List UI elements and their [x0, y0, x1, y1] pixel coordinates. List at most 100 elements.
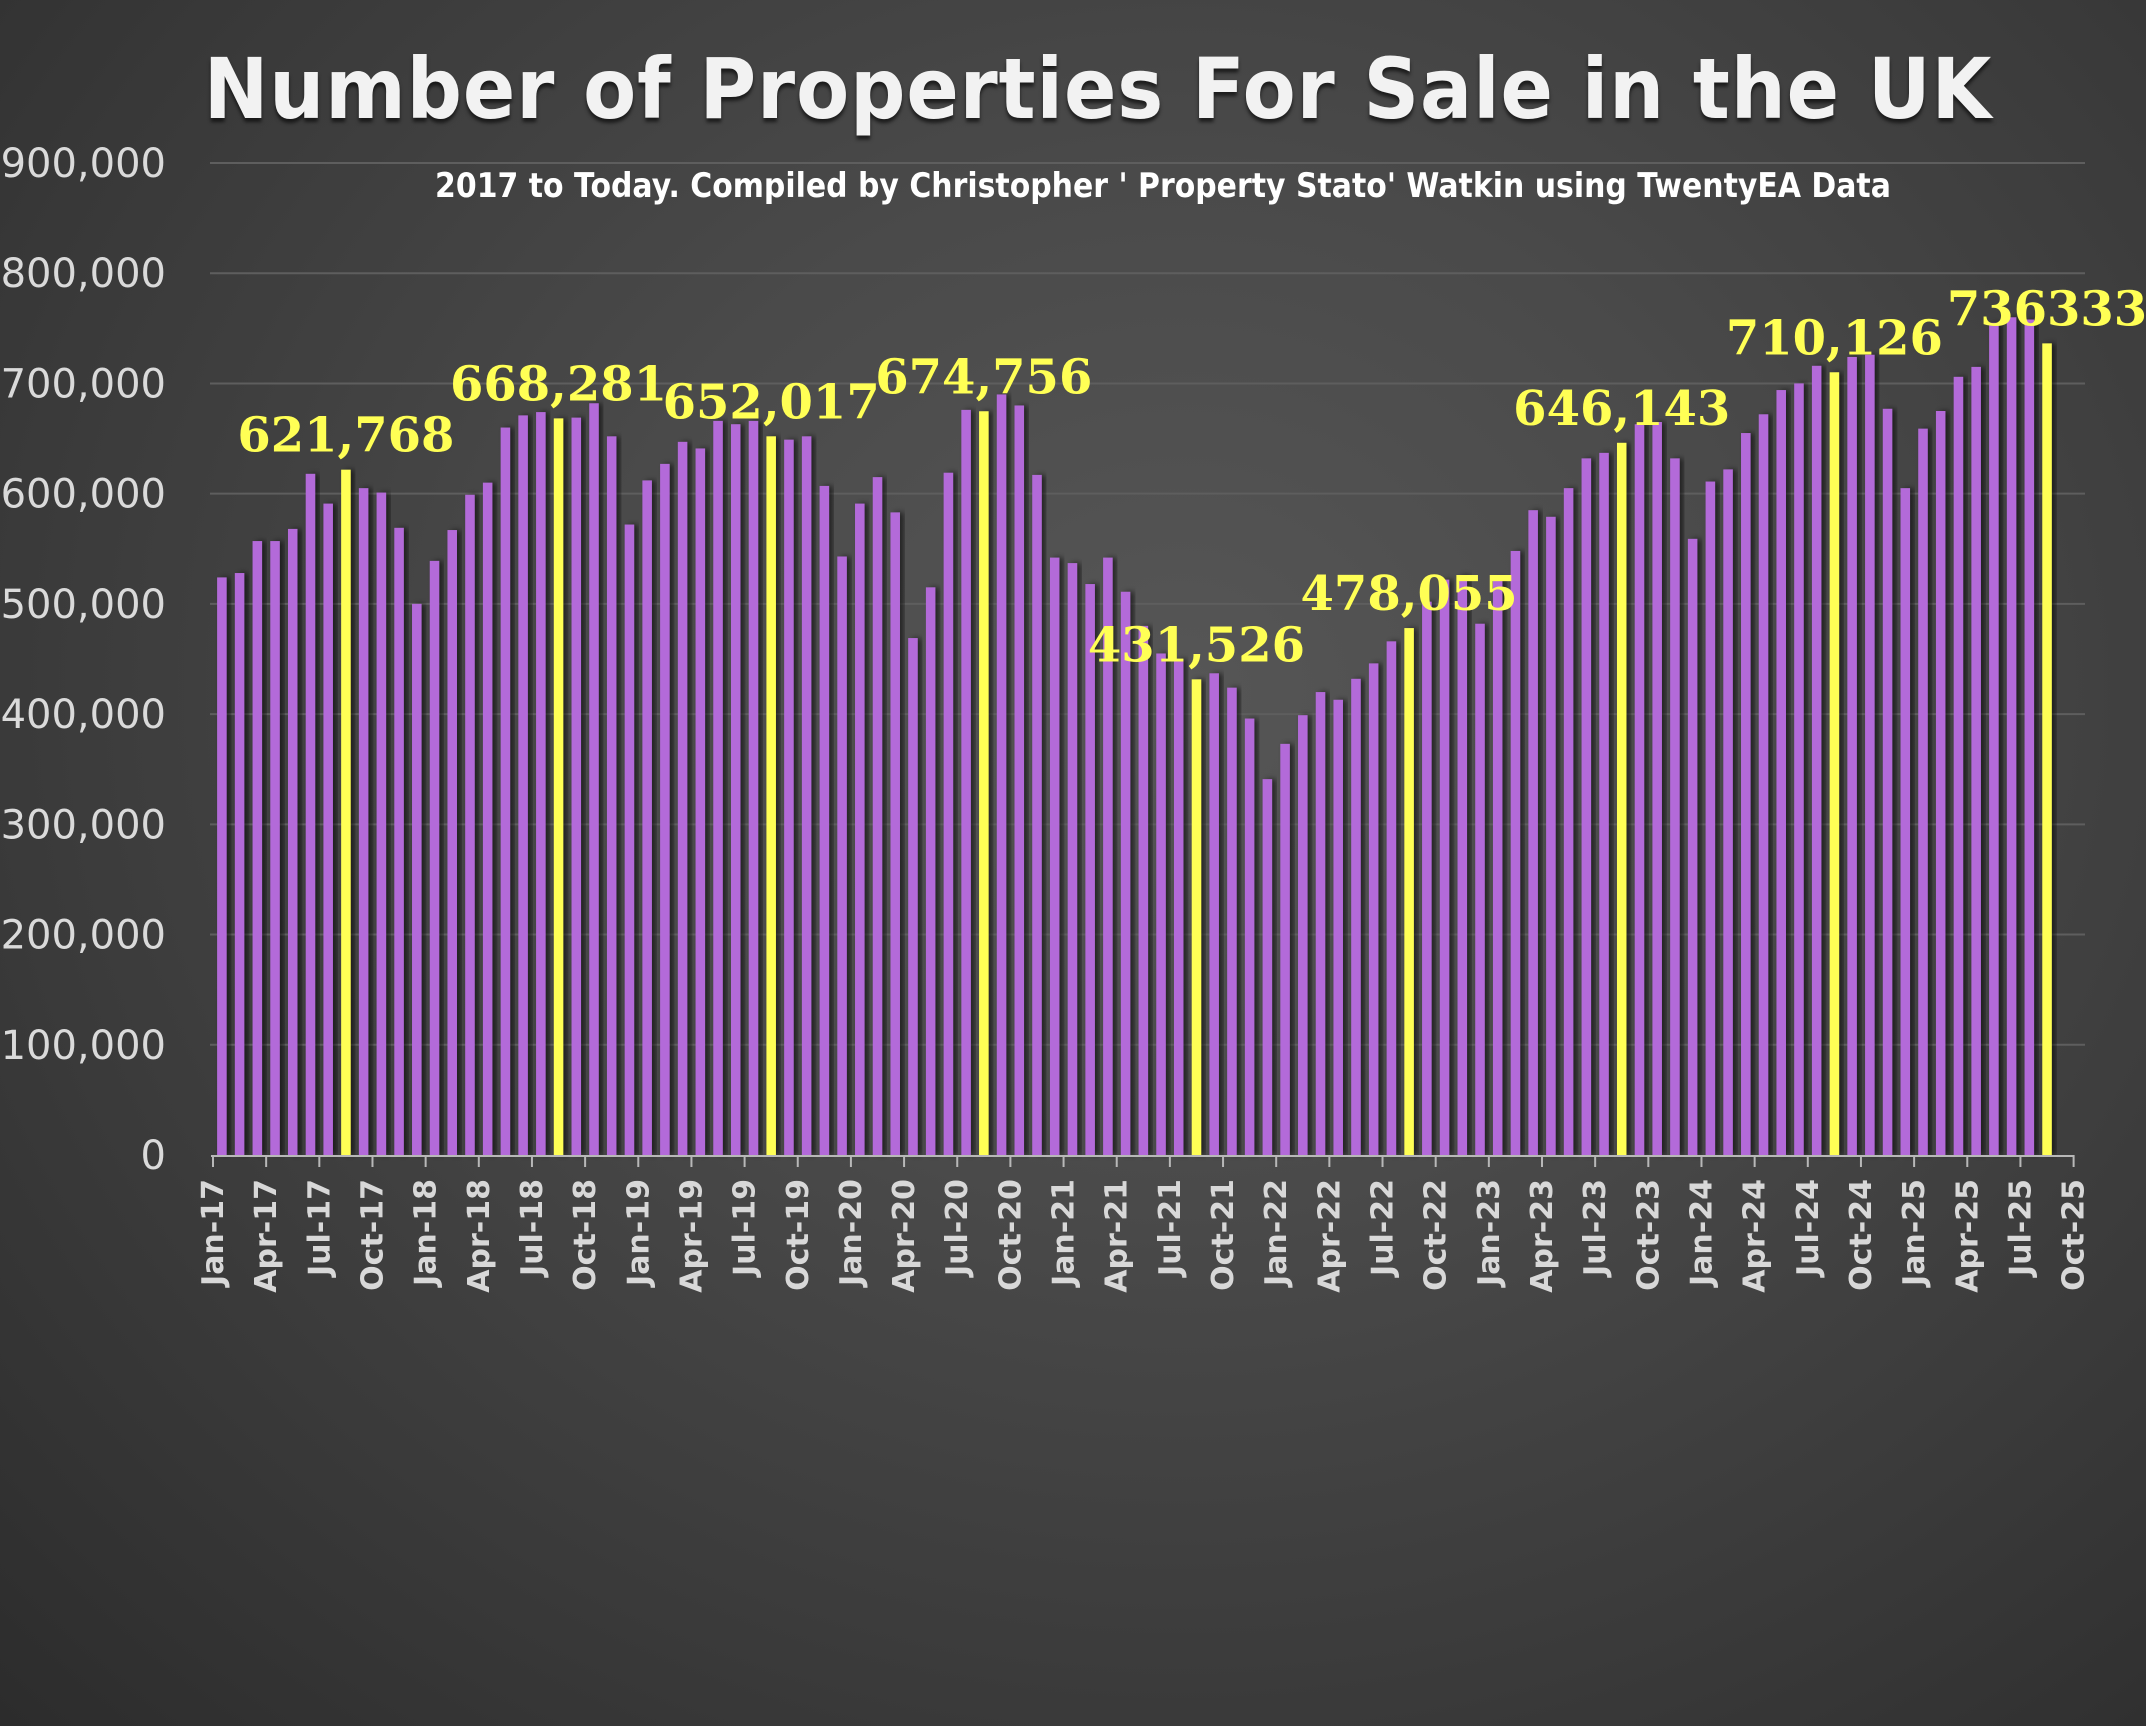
highlighted-bar [341, 469, 351, 1156]
x-tick-label: Apr-21 [1100, 1179, 1135, 1293]
bar [1014, 405, 1025, 1155]
data-label: 646,143 [1513, 381, 1730, 437]
bar [1794, 383, 1804, 1155]
bar [1262, 779, 1273, 1155]
x-tick-label: Jul-24 [1791, 1179, 1826, 1278]
bar [784, 439, 794, 1155]
bar [961, 409, 971, 1155]
x-tick-label: Jan-25 [1897, 1179, 1932, 1288]
bar [1333, 699, 1343, 1155]
bar [801, 436, 812, 1156]
data-label: 736333 [1947, 281, 2146, 337]
bar [217, 577, 227, 1155]
bar [500, 427, 511, 1155]
bar [730, 424, 741, 1155]
y-axis: 0 100,000 200,000 300,000 400,000 500,000 600,… [1, 141, 166, 1179]
bar [2006, 317, 2017, 1155]
chart-title: Number of Properties For Sale in the UK [203, 40, 1993, 138]
bar [1422, 601, 1432, 1155]
highlighted-bar [979, 411, 989, 1156]
data-label: 621,768 [237, 408, 454, 464]
bar [660, 463, 670, 1155]
x-tick-label: Oct-18 [568, 1179, 603, 1291]
x-tick-label: Apr-19 [674, 1179, 709, 1293]
bar [1085, 584, 1095, 1155]
bars [217, 317, 2052, 1156]
bar [270, 541, 280, 1155]
bar [677, 441, 688, 1156]
bar [872, 477, 883, 1156]
bar [1457, 575, 1468, 1155]
bar [1953, 376, 1964, 1155]
data-label: 652,017 [663, 374, 880, 430]
x-tick-label: Oct-23 [1631, 1179, 1666, 1291]
x-tick-label: Jan-21 [1047, 1179, 1082, 1288]
y-tick-label: 100,000 [1, 1023, 166, 1069]
bar [1209, 673, 1219, 1155]
highlighted-bar [553, 418, 564, 1155]
x-tick-label: Jul-23 [1578, 1179, 1613, 1278]
y-tick-label: 700,000 [1, 361, 166, 407]
bar [1173, 659, 1184, 1155]
bar [996, 394, 1007, 1155]
bar [1103, 557, 1113, 1155]
bar [518, 415, 528, 1155]
highlighted-bar [2042, 343, 2052, 1155]
bar [412, 603, 422, 1155]
x-tick-label: Jan-17 [196, 1179, 231, 1288]
x-tick-label: Apr-22 [1312, 1179, 1347, 1293]
x-tick-label: Jul-21 [1153, 1179, 1188, 1278]
bar [1475, 623, 1485, 1155]
bar [925, 587, 936, 1155]
bar [447, 530, 457, 1155]
bar [1581, 458, 1592, 1155]
bar [465, 494, 475, 1155]
x-tick-label: Jul-25 [2003, 1179, 2038, 1278]
x-axis: Jan-17 Apr-17 Jul-17 Oct-17 Jan-18 Apr-18 Jul-… [196, 1155, 2092, 1293]
bar [1156, 653, 1166, 1155]
bar [1227, 687, 1237, 1155]
bar [376, 492, 387, 1155]
x-tick-label: Apr-20 [887, 1179, 922, 1293]
bar [1244, 718, 1255, 1155]
bar [1492, 578, 1503, 1155]
highlighted-bar [1829, 372, 1840, 1156]
x-tick-label: Apr-25 [1950, 1179, 1985, 1293]
x-tick-label: Oct-25 [2057, 1179, 2092, 1291]
bar [234, 573, 245, 1155]
x-tick-label: Jan-23 [1472, 1179, 1507, 1288]
bar [2024, 319, 2035, 1155]
bar [1386, 641, 1397, 1155]
bar [305, 473, 316, 1155]
bar [1935, 411, 1946, 1155]
y-tick-label: 400,000 [1, 692, 166, 738]
bar [1439, 579, 1450, 1155]
bar [1687, 538, 1698, 1155]
y-tick-label: 500,000 [1, 582, 166, 628]
bar [1865, 354, 1875, 1156]
bar [695, 448, 706, 1155]
bar [1971, 366, 1981, 1155]
highlighted-bar [1191, 679, 1202, 1155]
x-tick-label: Oct-20 [993, 1179, 1028, 1291]
bar [1776, 390, 1786, 1156]
bar [1510, 550, 1521, 1155]
x-tick-label: Jan-22 [1259, 1179, 1294, 1288]
bar [1298, 715, 1308, 1155]
bar [1032, 474, 1042, 1155]
bar [1315, 692, 1326, 1155]
bar [606, 436, 617, 1156]
x-tick-label: Oct-19 [781, 1179, 816, 1291]
bar [1670, 458, 1680, 1155]
bar [1652, 422, 1662, 1155]
bar [1528, 510, 1538, 1155]
bar [589, 403, 599, 1156]
bar [819, 485, 830, 1155]
y-tick-label: 200,000 [1, 913, 166, 959]
bar [1758, 414, 1769, 1156]
bar [482, 482, 493, 1156]
bar [536, 412, 546, 1155]
bar [748, 420, 759, 1155]
